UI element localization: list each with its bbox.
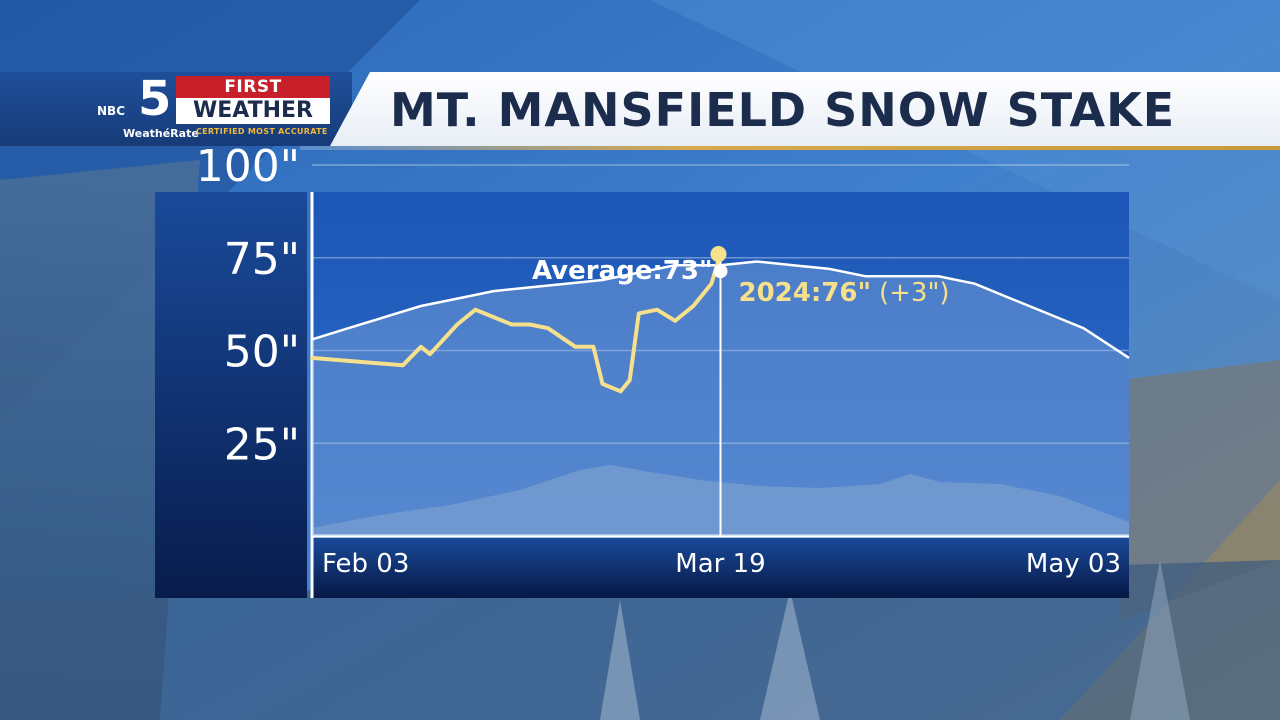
y-tick-label: 75": [224, 234, 300, 285]
logo-rating: WeathéRate: [123, 127, 199, 140]
x-tick-label: May 03: [1026, 549, 1121, 579]
current-value-label: 2024:76": [739, 278, 872, 308]
difference-label: (+3"): [879, 278, 950, 308]
y-tick-label: 100": [196, 141, 300, 192]
average-label: Average:73": [532, 256, 713, 286]
header-accent-line: [300, 146, 1280, 150]
x-axis-panel: [312, 538, 1129, 598]
title-bar: [330, 72, 1280, 146]
page-title: MT. MANSFIELD SNOW STAKE: [390, 83, 1176, 137]
year-2024-marker-dot: [710, 246, 727, 263]
year-2024-line: [310, 252, 723, 394]
x-tick-label: Feb 03: [322, 549, 409, 579]
x-tick-label: Mar 19: [675, 549, 765, 579]
average-marker-dot: [713, 264, 728, 279]
channel-number: 5: [138, 71, 172, 127]
y-axis-panel: [155, 192, 307, 598]
network-label: NBC: [97, 104, 125, 118]
logo-weather: WEATHER: [176, 98, 330, 124]
y-tick-label: 25": [224, 419, 300, 470]
y-tick-label: 50": [224, 327, 300, 378]
logo-tagline: CERTIFIED MOST ACCURATE: [196, 127, 328, 136]
